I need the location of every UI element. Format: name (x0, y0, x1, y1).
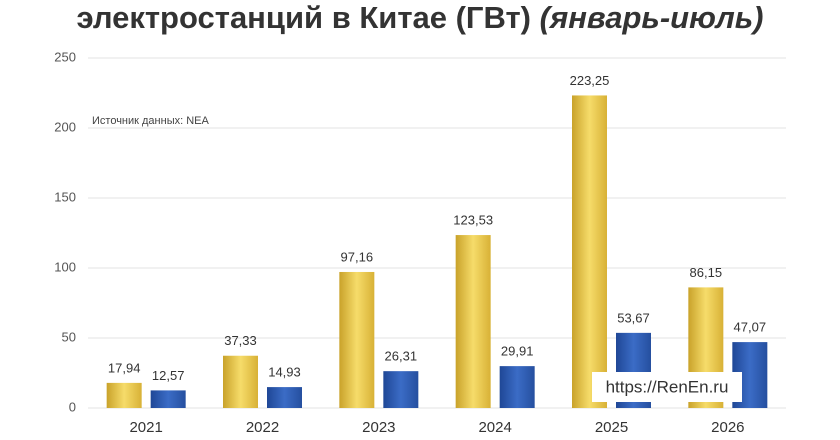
y-tick-label: 0 (69, 399, 76, 414)
bar (223, 355, 258, 408)
value-label: 12,57 (152, 368, 185, 383)
value-label: 223,25 (570, 73, 610, 88)
x-tick-label: 2024 (478, 419, 511, 436)
x-tick-label: 2022 (246, 419, 279, 436)
x-tick-label: 2026 (711, 419, 744, 436)
value-label: 97,16 (341, 249, 374, 264)
value-label: 123,53 (453, 212, 493, 227)
bar (267, 387, 302, 408)
value-label: 17,94 (108, 360, 141, 375)
chart-title: электростанций в Китае (ГВт) (январь-июл… (76, 0, 763, 35)
x-tick-label: 2021 (129, 419, 162, 436)
value-label: 26,31 (385, 349, 418, 364)
bar (150, 390, 186, 408)
value-label: 29,91 (501, 344, 534, 359)
value-label: 47,07 (734, 320, 767, 335)
bar (106, 382, 142, 408)
source-note: Источник данных: NEA (92, 115, 210, 127)
bar (455, 235, 491, 408)
y-tick-label: 100 (54, 259, 76, 274)
x-tick-label: 2025 (595, 419, 628, 436)
x-tick-label: 2023 (362, 419, 395, 436)
value-label: 86,15 (690, 265, 723, 280)
title-main: электростанций в Китае (ГВт) (76, 0, 531, 35)
watermark: https://RenEn.ru (606, 377, 729, 396)
y-tick-label: 200 (54, 119, 76, 134)
bar (339, 271, 375, 408)
watermark-box (592, 372, 742, 402)
bar (383, 371, 419, 408)
bar (499, 366, 535, 408)
value-label: 37,33 (224, 333, 257, 348)
value-label: 14,93 (268, 365, 301, 380)
y-tick-label: 250 (54, 49, 76, 64)
bar (572, 95, 607, 408)
value-label: 53,67 (617, 310, 650, 325)
y-tick-label: 50 (62, 329, 76, 344)
y-tick-label: 150 (54, 189, 76, 204)
title-note: (январь-июль) (540, 0, 764, 35)
